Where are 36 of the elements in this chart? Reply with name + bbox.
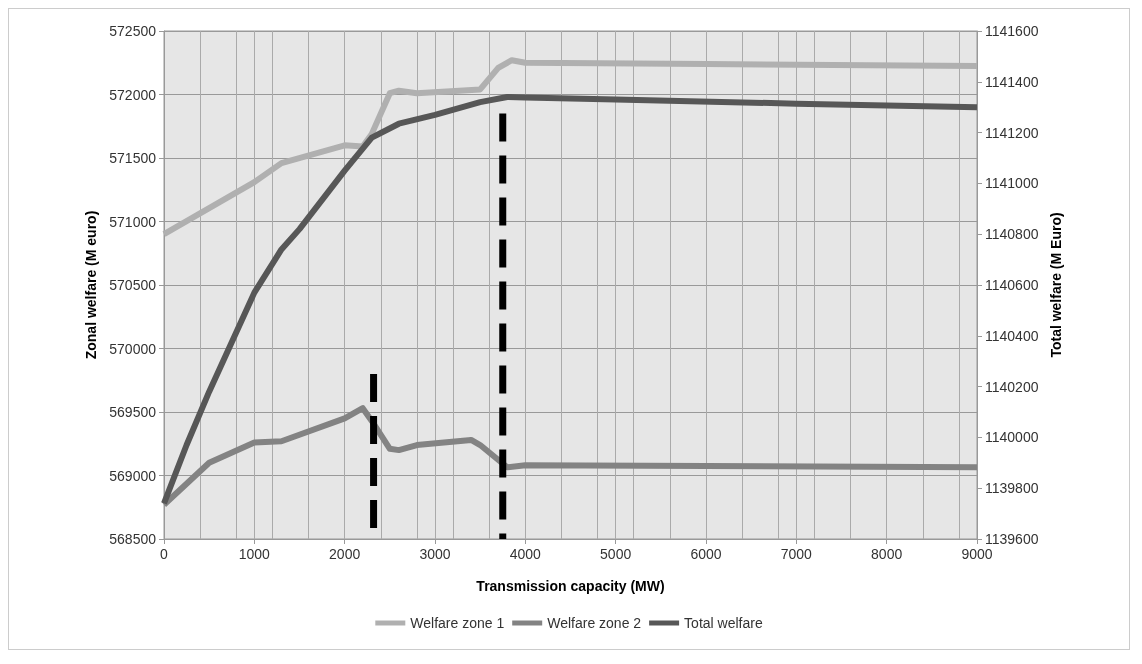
- y2-tick-label: 1139800: [985, 480, 1039, 497]
- y2-tick-label: 1141600: [985, 23, 1039, 39]
- x-tick-label: 8000: [871, 546, 903, 562]
- x-tick-label: 5000: [600, 546, 632, 562]
- y-tick-label: 570000: [109, 340, 157, 357]
- x-tick-label: 3000: [419, 546, 451, 562]
- y2-tick-label: 1140200: [985, 378, 1039, 395]
- y-tick-label: 571500: [109, 150, 157, 166]
- y2-tick-label: 1141000: [985, 175, 1039, 192]
- y2-tick-label: 1140600: [985, 277, 1039, 293]
- x-tick-label: 7000: [780, 546, 813, 562]
- legend-label: Welfare zone 2: [547, 615, 642, 631]
- x-tick-label: 1000: [238, 546, 271, 562]
- y2-tick-label: 1140400: [985, 327, 1039, 344]
- y2-tick-label: 1140800: [985, 226, 1039, 243]
- y2-tick-label: 1141200: [985, 124, 1039, 141]
- y-tick-label: 569500: [109, 404, 157, 420]
- legend-label: Welfare zone 1: [410, 615, 505, 631]
- legend-label: Total welfare: [684, 615, 763, 631]
- y-tick-label: 570500: [109, 277, 157, 293]
- y2-axis-title: Total welfare (M Euro): [1048, 212, 1065, 358]
- y-tick-label: 572000: [109, 86, 157, 103]
- x-tick-label: 4000: [509, 546, 542, 562]
- y-tick-label: 571000: [109, 213, 157, 230]
- y-tick-label: 568500: [109, 531, 157, 547]
- x-tick-label: 2000: [329, 546, 361, 562]
- x-tick-label: 6000: [690, 546, 722, 562]
- y-tick-label: 569000: [109, 467, 157, 484]
- y-axis-title: Zonal welfare (M euro): [83, 210, 100, 360]
- x-axis-title: Transmission capacity (MW): [476, 578, 665, 594]
- y2-tick-label: 1139600: [985, 531, 1039, 547]
- y2-tick-label: 1140000: [985, 429, 1039, 446]
- y2-tick-label: 1141400: [985, 73, 1039, 90]
- x-tick-label: 0: [160, 546, 169, 562]
- x-tick-label: 9000: [961, 546, 993, 562]
- y-tick-label: 572500: [109, 23, 157, 39]
